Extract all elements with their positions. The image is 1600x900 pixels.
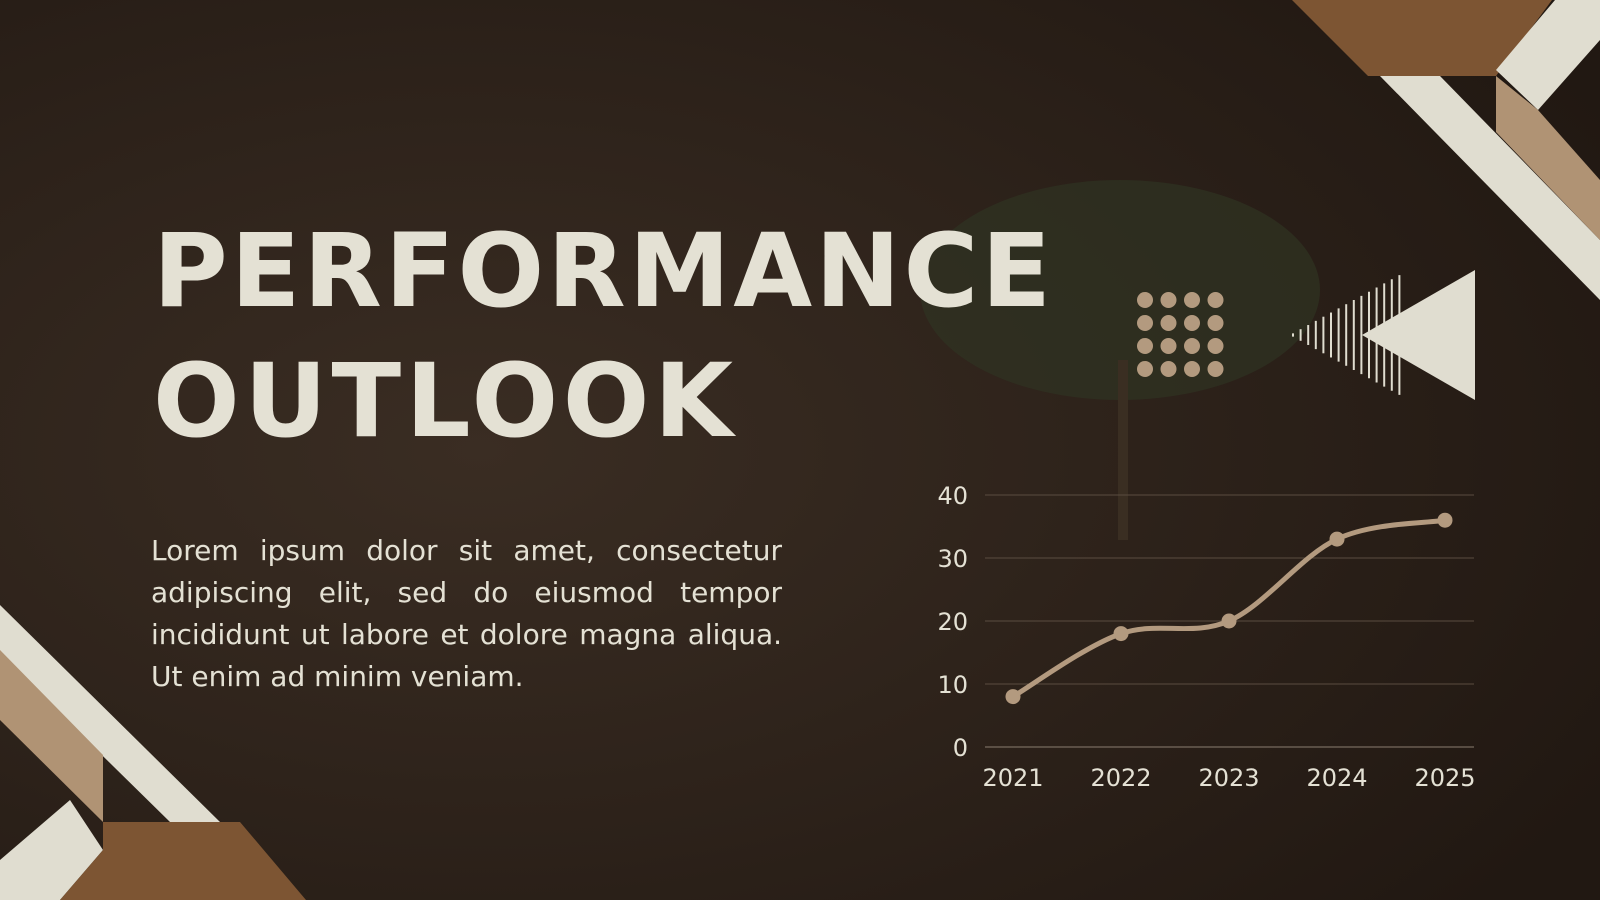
triangle xyxy=(1362,270,1475,400)
dot xyxy=(1184,292,1200,308)
dot xyxy=(1137,338,1153,354)
y-tick-label: 40 xyxy=(937,482,968,510)
dot xyxy=(1207,338,1224,354)
x-tick-label: 2024 xyxy=(1306,764,1367,792)
dot xyxy=(1160,361,1177,377)
corner-shape xyxy=(60,822,306,900)
dot xyxy=(1184,338,1200,354)
dot xyxy=(1207,315,1224,331)
x-tick-label: 2023 xyxy=(1198,764,1259,792)
corner-stripe xyxy=(1496,0,1600,110)
dot xyxy=(1184,361,1200,377)
y-tick-label: 0 xyxy=(953,734,968,762)
corner-stripe xyxy=(1496,76,1600,240)
corner-stripe xyxy=(0,605,220,822)
dot xyxy=(1137,315,1153,331)
dot-grid xyxy=(1137,292,1224,377)
y-tick-label: 10 xyxy=(937,671,968,699)
body-text: Lorem ipsum dolor sit amet, consectetur … xyxy=(151,534,782,693)
x-tick-label: 2025 xyxy=(1414,764,1475,792)
corner-stripe xyxy=(0,800,103,900)
title-line: OUTLOOK xyxy=(153,342,737,461)
dot xyxy=(1137,361,1153,377)
point xyxy=(1437,512,1453,528)
dot xyxy=(1207,292,1224,308)
point xyxy=(1113,626,1129,642)
point xyxy=(1221,613,1237,629)
corner-stripe xyxy=(1380,76,1600,300)
point xyxy=(1329,531,1345,547)
y-tick-label: 30 xyxy=(937,545,968,573)
x-tick-label: 2021 xyxy=(982,764,1043,792)
title-line: PERFORMANCE xyxy=(153,212,1051,331)
dot xyxy=(1160,292,1177,308)
dot xyxy=(1160,315,1177,331)
corner-shape xyxy=(1292,0,1552,76)
chart: 0 10 20 30 40 2021 2022 2023 2024 2025 xyxy=(937,482,1475,792)
x-tick-label: 2022 xyxy=(1090,764,1151,792)
y-tick-label: 20 xyxy=(937,608,968,636)
corner-stripe xyxy=(0,650,103,822)
dot xyxy=(1207,361,1224,377)
dot xyxy=(1184,315,1200,331)
dot xyxy=(1137,292,1153,308)
tree-trunk xyxy=(1118,360,1128,540)
point xyxy=(1005,689,1021,705)
dot xyxy=(1160,338,1177,354)
